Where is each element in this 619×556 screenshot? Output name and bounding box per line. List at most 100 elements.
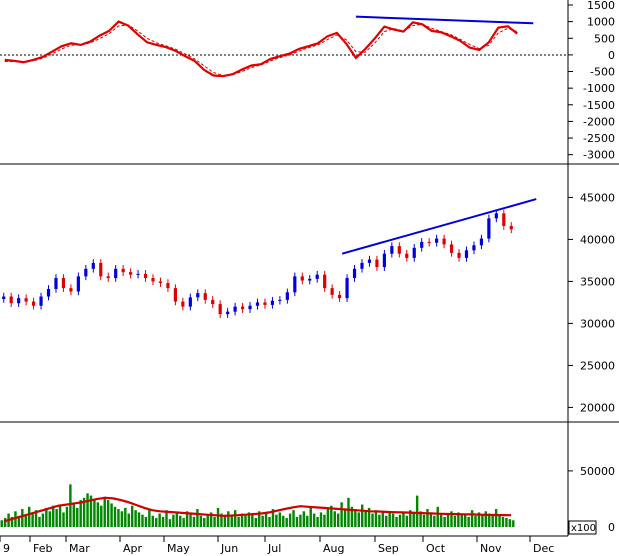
price-candle-body	[449, 244, 454, 253]
osc-y-tick-label: 500	[594, 32, 615, 45]
volume-bar	[82, 497, 86, 527]
price-panel: 45000 40000 35000 30000 25000 20000	[0, 164, 619, 423]
x-month-label: Nov	[480, 542, 502, 555]
volume-bar	[501, 516, 505, 527]
price-candle-body	[106, 276, 110, 279]
volume-bar	[271, 509, 275, 527]
osc-y-tick-label: -2000	[583, 115, 615, 128]
price-candle-body	[315, 274, 319, 279]
volume-bar	[62, 512, 65, 527]
price-candle-body	[188, 297, 192, 307]
volume-bar	[76, 507, 79, 527]
volume-bar	[65, 506, 69, 527]
price-candle-body	[464, 250, 469, 258]
volume-bar	[130, 505, 134, 527]
volume-bar	[206, 514, 209, 527]
volume-bar	[288, 513, 292, 527]
volume-bar	[419, 511, 422, 527]
volume-bar	[72, 503, 76, 527]
price-candle-body	[39, 296, 43, 306]
volume-bar	[316, 516, 319, 527]
volume-bar	[450, 511, 453, 527]
volume-bar	[467, 516, 470, 527]
volume-bar	[240, 513, 244, 527]
price-candle-body	[420, 241, 424, 248]
volume-bar	[381, 512, 385, 527]
volume-bar	[378, 514, 381, 527]
osc-main-line	[4, 20, 518, 78]
price-candle-body	[375, 259, 379, 268]
volume-bar	[326, 509, 330, 527]
volume-bar	[117, 509, 120, 527]
volume-bar	[268, 516, 271, 527]
price-candle-body	[166, 283, 170, 289]
price-candle-body	[330, 288, 334, 295]
price-candle-body	[345, 278, 349, 299]
price-candle-body	[203, 293, 207, 300]
price-candle-body	[308, 278, 312, 281]
volume-bar	[426, 509, 429, 527]
price-candle-body	[143, 273, 148, 279]
volume-bar	[436, 506, 439, 527]
volume-bar	[34, 510, 38, 527]
volume-bar	[405, 515, 409, 527]
price-candle-body	[2, 296, 6, 300]
volume-bar	[209, 512, 213, 527]
volume-bar	[340, 502, 343, 527]
price-candle-body	[412, 247, 416, 258]
volume-bar	[144, 516, 148, 527]
osc-y-tick-label: -500	[590, 66, 615, 79]
volume-bar	[93, 498, 96, 527]
x-month-label: Sep	[378, 542, 399, 555]
price-candle-body	[218, 304, 222, 315]
price-candle-body	[136, 273, 140, 275]
volume-bar	[155, 518, 158, 527]
volume-bar	[100, 505, 103, 527]
volume-bar	[196, 509, 199, 527]
volume-bar	[220, 513, 223, 527]
osc-trendline	[355, 15, 534, 25]
volume-bar	[422, 514, 426, 527]
volume-bar	[453, 515, 457, 527]
volume-bar	[261, 515, 264, 527]
osc-y-tick-label: -1000	[583, 82, 615, 95]
price-candle-body	[196, 293, 200, 298]
volume-bar	[446, 514, 450, 527]
price-y-tick-label: 20000	[580, 401, 615, 414]
x-month-label: Mar	[69, 542, 90, 555]
volume-bar	[333, 511, 336, 527]
volume-bar	[488, 513, 491, 527]
volume-bar	[161, 516, 165, 527]
price-candle-body	[248, 305, 252, 310]
volume-y-tick-label: 50000	[580, 465, 615, 478]
volume-bar	[52, 505, 55, 527]
volume-bar	[409, 510, 412, 527]
price-candle-body	[46, 288, 51, 297]
price-candle-body	[17, 298, 21, 304]
volume-bar	[55, 509, 58, 527]
osc-panel: 1500 1000 500 0 -500 -1000 -1500 -2000 -2500 -300…	[0, 0, 619, 165]
volume-bar	[230, 514, 233, 527]
x-month-label: Oct	[426, 542, 446, 555]
price-candle-body	[240, 306, 245, 310]
volume-bar	[312, 513, 316, 527]
volume-bar	[124, 507, 127, 527]
volume-bar	[254, 518, 257, 527]
volume-bar	[79, 500, 82, 527]
volume-bar	[96, 502, 100, 527]
volume-bar	[412, 513, 415, 527]
volume-bar	[361, 504, 364, 527]
volume-bar	[391, 513, 395, 527]
volume-bar	[21, 509, 24, 527]
price-candle-body	[293, 276, 297, 293]
price-candle-body	[278, 299, 282, 301]
price-candle-body	[99, 262, 103, 277]
volume-bar	[398, 514, 402, 527]
volume-bar	[491, 515, 494, 527]
volume-bar	[244, 515, 247, 527]
volume-panel: 50000 0 x100	[0, 422, 615, 536]
price-candle-body	[31, 301, 36, 306]
volume-bar	[258, 511, 261, 527]
price-y-tick-label: 40000	[580, 233, 615, 246]
volume-bar	[343, 510, 347, 527]
